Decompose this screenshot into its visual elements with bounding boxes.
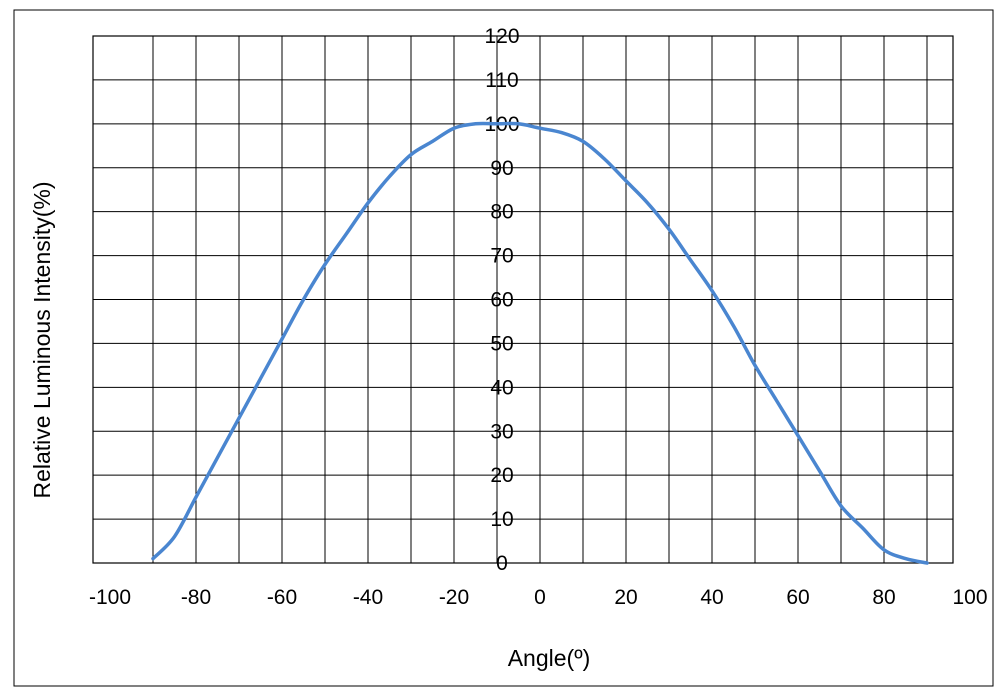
y-tick-label: 0 bbox=[496, 552, 508, 575]
x-tick-label: 20 bbox=[614, 586, 637, 609]
data-point bbox=[388, 175, 391, 178]
x-tick-label: -60 bbox=[267, 586, 297, 609]
data-point bbox=[581, 140, 585, 143]
y-tick-label: 10 bbox=[490, 508, 513, 531]
x-axis-title: Angle(º) bbox=[508, 645, 591, 671]
data-point bbox=[646, 201, 649, 205]
data-point bbox=[560, 131, 563, 134]
x-tick-label: 0 bbox=[534, 586, 546, 609]
y-tick-label: 30 bbox=[490, 420, 513, 443]
data-point bbox=[151, 557, 155, 560]
x-tick-label: -100 bbox=[89, 586, 131, 609]
data-point bbox=[216, 456, 219, 459]
x-tick-label: 80 bbox=[872, 586, 895, 609]
y-tick-label: 90 bbox=[490, 157, 513, 180]
data-point bbox=[517, 122, 520, 126]
x-tick-label: 100 bbox=[952, 586, 987, 609]
data-point bbox=[753, 364, 757, 367]
x-tick-label: 40 bbox=[700, 586, 723, 609]
data-point bbox=[302, 298, 305, 301]
data-point bbox=[839, 504, 843, 508]
y-axis-title: Relative Luminous Intensity(%) bbox=[29, 181, 55, 498]
y-tick-label: 110 bbox=[485, 69, 518, 92]
data-point bbox=[624, 179, 628, 183]
data-point bbox=[345, 232, 348, 235]
y-tick-label: 20 bbox=[490, 464, 513, 487]
y-tick-label: 70 bbox=[490, 245, 513, 268]
x-tick-label: -40 bbox=[353, 586, 383, 609]
x-tick-label: -80 bbox=[181, 586, 211, 609]
data-point bbox=[603, 157, 606, 161]
data-point bbox=[173, 535, 176, 538]
data-point bbox=[796, 434, 800, 437]
data-point bbox=[861, 526, 864, 530]
data-point bbox=[452, 127, 456, 130]
data-point bbox=[689, 258, 692, 262]
data-point bbox=[904, 557, 907, 560]
data-point bbox=[237, 416, 241, 420]
data-point bbox=[710, 289, 714, 292]
data-point bbox=[409, 153, 413, 156]
y-tick-label: 50 bbox=[490, 332, 513, 355]
data-point bbox=[818, 469, 821, 472]
data-point bbox=[775, 399, 778, 402]
data-point bbox=[474, 122, 477, 126]
x-tick-label: -20 bbox=[439, 586, 469, 609]
data-point bbox=[882, 548, 886, 551]
y-tick-label: 120 bbox=[484, 25, 519, 48]
data-point bbox=[538, 127, 542, 130]
y-tick-label: 60 bbox=[490, 289, 513, 312]
data-point bbox=[431, 140, 434, 143]
data-point bbox=[925, 561, 929, 565]
data-point bbox=[323, 263, 327, 266]
data-point bbox=[667, 228, 671, 231]
data-point bbox=[495, 122, 499, 126]
data-point bbox=[280, 337, 284, 341]
x-tick-label: 60 bbox=[786, 586, 809, 609]
data-point bbox=[259, 377, 262, 380]
data-point bbox=[194, 495, 198, 499]
y-tick-label: 80 bbox=[490, 201, 513, 224]
data-point bbox=[366, 201, 370, 205]
chart-frame bbox=[13, 9, 994, 687]
y-tick-label: 40 bbox=[490, 376, 513, 399]
data-point bbox=[732, 324, 735, 328]
